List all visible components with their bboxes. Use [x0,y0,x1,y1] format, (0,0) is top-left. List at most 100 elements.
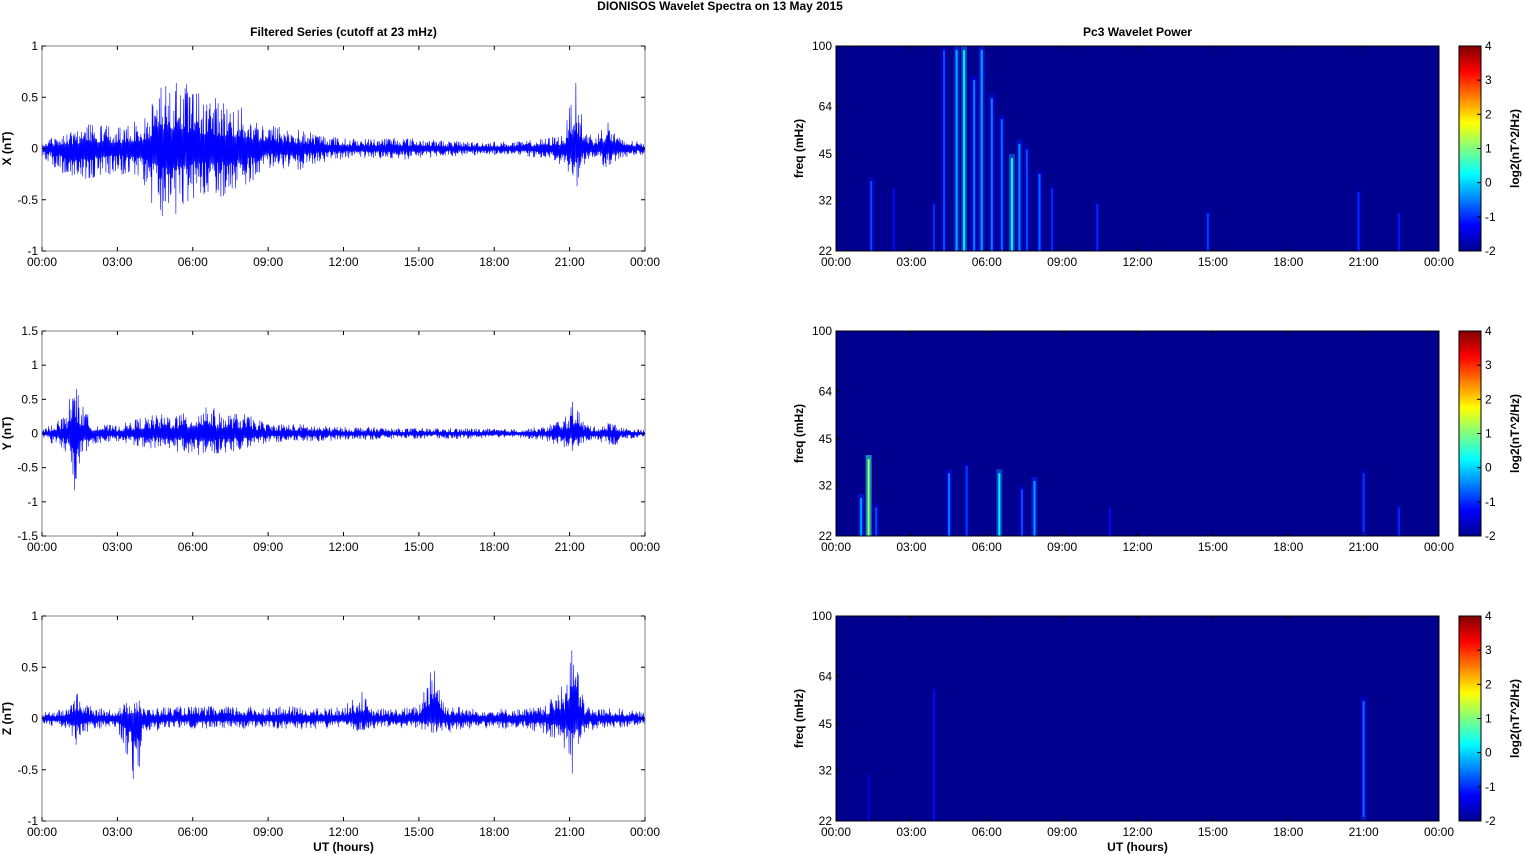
ytick-label: 32 [819,478,833,492]
heatmap-background [836,331,1439,536]
heat-xtick-label: 00:00 [1424,540,1454,554]
heatmap-column [1020,489,1023,536]
heat-xtick-label: 03:00 [896,255,926,269]
heatmap-column [980,50,983,251]
colorbar-tick-label: 3 [1485,358,1492,372]
colorbar-tick-label: -1 [1485,210,1496,224]
colorbar-tick-label: 1 [1485,427,1492,441]
colorbar-tick-label: -2 [1485,244,1496,258]
line-xtick-label: 09:00 [253,255,283,269]
colorbar-tick-label: 2 [1485,107,1492,121]
colorbar-tick-label: 2 [1485,677,1492,691]
ytick-label: 64 [819,384,833,398]
panel-title: Pc3 Wavelet Power [1083,25,1192,39]
line-xlabel: UT (hours) [313,840,374,854]
ytick-label: 0 [31,427,38,441]
series-trace [41,82,646,216]
heat-xtick-label: 15:00 [1198,825,1228,839]
line-xtick-label: 21:00 [555,540,585,554]
line-xtick-label: 03:00 [102,540,132,554]
ytick-label: 45 [819,717,833,731]
heatmap-column [1397,213,1400,251]
heat-xtick-label: 18:00 [1273,255,1303,269]
heat-xtick-label: 09:00 [1047,825,1077,839]
ytick-label: 100 [812,609,832,623]
heatmap-column [1000,119,1003,251]
heatmap-column [867,774,870,821]
line-xtick-label: 00:00 [27,255,57,269]
ylabel: X (nT) [0,132,14,166]
colorbar-tick-label: 4 [1485,324,1492,338]
heatmap-column [1108,507,1111,536]
panel-title: Filtered Series (cutoff at 23 mHz) [250,25,437,39]
series-trace [41,650,646,780]
colorbar-tick-label: 1 [1485,142,1492,156]
ytick-label: 0 [31,142,38,156]
heat-xtick-label: 15:00 [1198,540,1228,554]
line-xtick-label: 00:00 [27,825,57,839]
ylabel: freq (mHz) [792,404,806,463]
heat-xtick-label: 00:00 [821,540,851,554]
heat-xtick-label: 18:00 [1273,825,1303,839]
heat-xtick-label: 18:00 [1273,540,1303,554]
heatmap-column [892,188,895,251]
ytick-label: 0.5 [21,90,38,104]
colorbar-tick-label: -1 [1485,495,1496,509]
heat-xtick-label: 12:00 [1122,540,1152,554]
line-xtick-label: 09:00 [253,825,283,839]
colorbar-tick-label: 4 [1485,39,1492,53]
ytick-label: 1 [31,358,38,372]
heatmap-column [1018,143,1021,251]
line-xtick-label: 00:00 [630,540,660,554]
heatmap-column [948,473,951,536]
heatmap-column [1051,188,1054,251]
heatmap-column [965,466,968,536]
ytick-label: -1 [27,495,38,509]
ytick-label: 22 [819,529,833,543]
ytick-label: 45 [819,147,833,161]
heat-xtick-label: 00:00 [1424,825,1454,839]
heatmap-column [1206,213,1209,251]
heat-xlabel: UT (hours) [1107,840,1168,854]
ytick-label: -1.5 [17,529,38,543]
colorbar-tick-label: -2 [1485,529,1496,543]
line-xtick-label: 12:00 [328,825,358,839]
line-xtick-label: 21:00 [555,825,585,839]
colorbar-tick-label: 0 [1485,746,1492,760]
colorbar-tick-label: 0 [1485,176,1492,190]
line-xtick-label: 06:00 [178,540,208,554]
heat-xtick-label: 09:00 [1047,255,1077,269]
heatmap-column [963,50,966,251]
heat-xtick-label: 12:00 [1122,825,1152,839]
heatmap-column [1362,700,1365,821]
colorbar-tick-label: 4 [1485,609,1492,623]
heat-xtick-label: 21:00 [1349,540,1379,554]
ytick-label: -0.5 [17,763,38,777]
heat-xtick-label: 12:00 [1122,255,1152,269]
heat-xtick-label: 06:00 [972,540,1002,554]
heat-xtick-label: 21:00 [1349,255,1379,269]
line-xtick-label: 15:00 [404,540,434,554]
line-xtick-label: 18:00 [479,540,509,554]
heat-xtick-label: 03:00 [896,540,926,554]
colorbar-tick-label: 2 [1485,392,1492,406]
line-xtick-label: 00:00 [630,825,660,839]
ytick-label: 64 [819,99,833,113]
heat-xtick-label: 00:00 [821,825,851,839]
figure-title: DIONISOS Wavelet Spectra on 13 May 2015 [597,0,843,13]
colorbar-tick-label: 1 [1485,712,1492,726]
colorbar-tick-label: 3 [1485,73,1492,87]
heatmap-column [1362,473,1365,536]
series-trace [41,388,646,491]
heatmap-column [955,50,958,251]
heatmap-column [1010,158,1013,251]
line-xtick-label: 21:00 [555,255,585,269]
ytick-label: -0.5 [17,461,38,475]
line-panel-1: -1 -0.5 0 0.5 1 00:00 03:00 06:00 09:00 12:00 15:0… [0,25,660,269]
heatmap-column [973,80,976,252]
colorbar-tick-label: 3 [1485,643,1492,657]
line-xtick-label: 18:00 [479,825,509,839]
line-panel-3: -1 -0.5 0 0.5 1 00:00 03:00 06:00 09:00 12:00 15:0… [0,609,660,854]
